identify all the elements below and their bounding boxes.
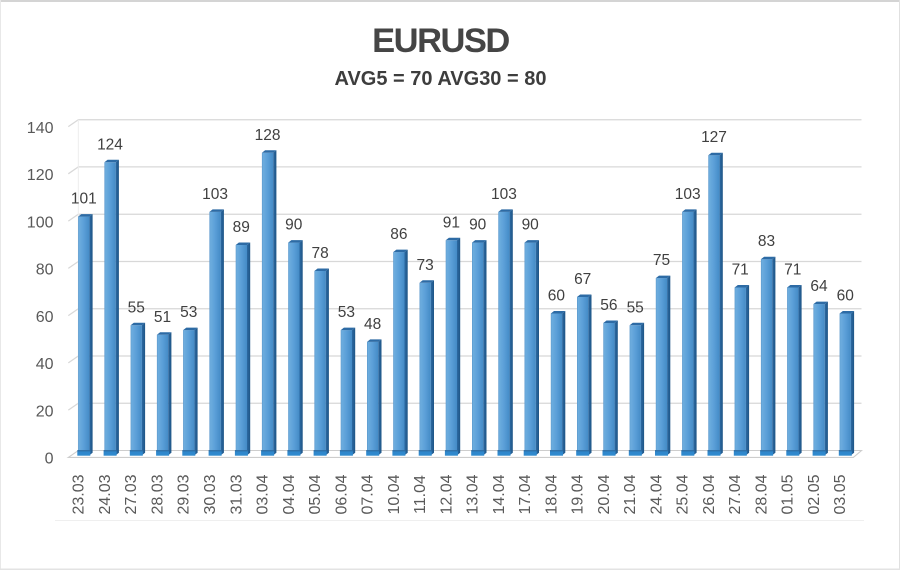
- svg-text:53: 53: [338, 304, 355, 321]
- svg-text:11.04: 11.04: [412, 475, 429, 514]
- svg-text:53: 53: [180, 304, 197, 321]
- svg-text:25.04: 25.04: [675, 474, 692, 514]
- svg-text:103: 103: [675, 186, 701, 203]
- svg-text:12.04: 12.04: [438, 474, 455, 514]
- svg-text:20.04: 20.04: [596, 474, 613, 514]
- svg-text:03.04: 03.04: [255, 474, 272, 514]
- svg-text:28.03: 28.03: [150, 474, 167, 514]
- svg-text:55: 55: [627, 299, 644, 316]
- svg-text:23.03: 23.03: [71, 474, 88, 514]
- svg-text:01.05: 01.05: [780, 474, 797, 514]
- svg-text:67: 67: [574, 271, 591, 288]
- svg-text:124: 124: [97, 136, 123, 153]
- svg-text:103: 103: [202, 186, 228, 203]
- svg-text:75: 75: [653, 252, 670, 269]
- svg-text:0: 0: [45, 451, 54, 468]
- svg-text:24.04: 24.04: [648, 474, 665, 514]
- svg-text:127: 127: [701, 129, 727, 146]
- svg-text:27.04: 27.04: [727, 474, 744, 514]
- svg-text:83: 83: [758, 233, 775, 250]
- svg-text:AVG5 = 70 AVG30 = 80: AVG5 = 70 AVG30 = 80: [335, 68, 547, 90]
- svg-text:60: 60: [837, 288, 855, 305]
- svg-text:120: 120: [27, 167, 54, 184]
- svg-text:128: 128: [255, 127, 281, 144]
- svg-text:60: 60: [36, 309, 54, 326]
- svg-text:30.03: 30.03: [202, 474, 219, 514]
- svg-text:101: 101: [71, 191, 97, 208]
- svg-text:14.04: 14.04: [491, 474, 508, 514]
- svg-text:EURUSD: EURUSD: [372, 22, 509, 60]
- svg-text:26.04: 26.04: [701, 474, 718, 514]
- svg-text:56: 56: [600, 297, 617, 314]
- svg-text:03.05: 03.05: [832, 474, 849, 514]
- svg-text:73: 73: [416, 257, 433, 274]
- svg-text:78: 78: [311, 245, 328, 262]
- svg-text:40: 40: [36, 356, 54, 373]
- svg-text:21.04: 21.04: [622, 474, 639, 514]
- svg-text:71: 71: [784, 262, 801, 279]
- svg-text:04.04: 04.04: [281, 474, 298, 514]
- svg-text:20: 20: [36, 403, 54, 420]
- svg-text:140: 140: [27, 120, 54, 137]
- svg-text:29.03: 29.03: [176, 474, 193, 514]
- svg-text:19.04: 19.04: [570, 474, 587, 514]
- svg-text:02.05: 02.05: [806, 474, 823, 514]
- svg-text:91: 91: [443, 214, 460, 231]
- svg-text:10.04: 10.04: [386, 474, 403, 514]
- svg-text:100: 100: [27, 214, 54, 231]
- svg-text:31.03: 31.03: [228, 474, 245, 514]
- svg-text:13.04: 13.04: [465, 474, 482, 514]
- svg-text:86: 86: [390, 226, 407, 243]
- svg-text:90: 90: [522, 217, 540, 234]
- svg-text:71: 71: [732, 262, 749, 279]
- svg-text:27.03: 27.03: [123, 474, 140, 514]
- svg-text:48: 48: [364, 316, 381, 333]
- svg-text:07.04: 07.04: [360, 474, 377, 514]
- svg-text:24.03: 24.03: [97, 474, 114, 514]
- svg-text:60: 60: [548, 288, 566, 305]
- svg-text:90: 90: [469, 217, 487, 234]
- svg-text:89: 89: [233, 219, 250, 236]
- svg-text:06.04: 06.04: [333, 474, 350, 514]
- svg-text:80: 80: [36, 262, 54, 279]
- svg-text:64: 64: [810, 278, 828, 295]
- svg-text:51: 51: [154, 309, 171, 326]
- svg-text:55: 55: [128, 299, 145, 316]
- svg-text:103: 103: [491, 186, 517, 203]
- svg-text:28.04: 28.04: [754, 474, 771, 514]
- svg-text:90: 90: [285, 217, 303, 234]
- svg-text:18.04: 18.04: [543, 474, 560, 514]
- svg-text:05.04: 05.04: [307, 474, 324, 514]
- svg-text:17.04: 17.04: [517, 474, 534, 514]
